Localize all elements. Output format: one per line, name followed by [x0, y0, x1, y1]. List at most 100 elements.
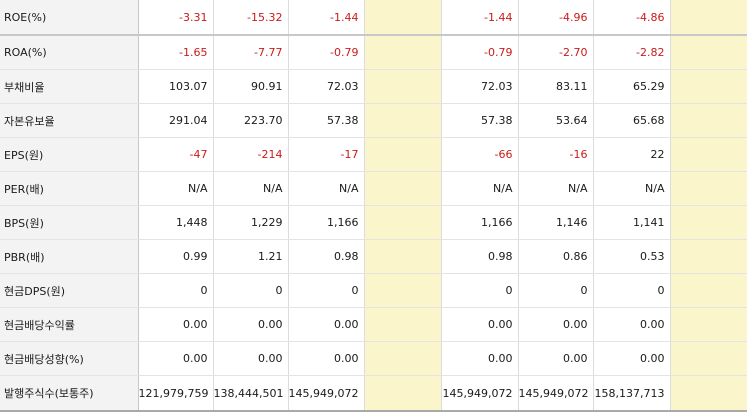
value-cell: 72.03 — [288, 69, 365, 104]
value-cell: -4.96 — [518, 0, 594, 36]
value-cell: 291.04 — [138, 103, 214, 138]
value-cell: N/A — [138, 171, 214, 206]
value-cell: 0.00 — [288, 307, 365, 342]
value-cell: -17 — [288, 137, 365, 172]
value-cell: -15.32 — [213, 0, 289, 36]
table-row: 현금배당성향(%) 0.00 0.00 0.00 0.00 0.00 0.00 — [0, 341, 747, 376]
value-cell: -1.65 — [138, 35, 214, 70]
table-row: BPS(원) 1,448 1,229 1,166 1,166 1,146 1,141 — [0, 205, 747, 240]
value-cell: 0.53 — [593, 239, 671, 274]
value-cell: 1,166 — [288, 205, 365, 240]
value-cell: 83.11 — [518, 69, 594, 104]
value-cell: 0 — [213, 273, 289, 308]
value-cell: -16 — [518, 137, 594, 172]
value-cell: -2.70 — [518, 35, 594, 70]
value-cell: -7.77 — [213, 35, 289, 70]
value-cell: 0.98 — [288, 239, 365, 274]
value-cell: 0.00 — [593, 307, 671, 342]
table-row: ROE(%) -3.31 -15.32 -1.44 -1.44 -4.96 -4.86 — [0, 0, 747, 36]
table-row: 발행주식수(보통주) 121,979,759 138,444,501 145,949,… — [0, 375, 747, 412]
table-row: 현금배당수익률 0.00 0.00 0.00 0.00 0.00 0.00 — [0, 307, 747, 342]
highlight-cell — [669, 307, 747, 342]
highlight-cell — [669, 375, 747, 412]
value-cell: 223.70 — [213, 103, 289, 138]
row-label: 자본유보율 — [0, 103, 139, 138]
value-cell: 145,949,072 — [441, 375, 519, 412]
table-row: 부채비율 103.07 90.91 72.03 72.03 83.11 65.29 — [0, 69, 747, 104]
value-cell: 103.07 — [138, 69, 214, 104]
table-row: PBR(배) 0.99 1.21 0.98 0.98 0.86 0.53 — [0, 239, 747, 274]
highlight-cell — [669, 0, 747, 36]
row-label: EPS(원) — [0, 137, 139, 172]
table-row: 자본유보율 291.04 223.70 57.38 57.38 53.64 65.68 — [0, 103, 747, 138]
value-cell: 138,444,501 — [213, 375, 289, 412]
value-cell: -47 — [138, 137, 214, 172]
value-cell: N/A — [518, 171, 594, 206]
highlight-cell — [363, 273, 442, 308]
value-cell: 0 — [518, 273, 594, 308]
value-cell: 72.03 — [441, 69, 519, 104]
value-cell: 0.00 — [288, 341, 365, 376]
value-cell: 57.38 — [441, 103, 519, 138]
highlight-cell — [363, 0, 442, 36]
row-label: 현금배당성향(%) — [0, 341, 139, 376]
row-label: ROE(%) — [0, 0, 139, 36]
value-cell: 1,229 — [213, 205, 289, 240]
row-label: BPS(원) — [0, 205, 139, 240]
value-cell: 0.98 — [441, 239, 519, 274]
value-cell: 53.64 — [518, 103, 594, 138]
value-cell: 0 — [593, 273, 671, 308]
row-label: 현금배당수익률 — [0, 307, 139, 342]
value-cell: 0.00 — [518, 341, 594, 376]
value-cell: -3.31 — [138, 0, 214, 36]
value-cell: 0.99 — [138, 239, 214, 274]
value-cell: 0.00 — [441, 341, 519, 376]
value-cell: 65.29 — [593, 69, 671, 104]
value-cell: 158,137,713 — [593, 375, 671, 412]
value-cell: -1.44 — [441, 0, 519, 36]
value-cell: 145,949,072 — [288, 375, 365, 412]
highlight-cell — [363, 239, 442, 274]
highlight-cell — [669, 35, 747, 70]
value-cell: N/A — [593, 171, 671, 206]
row-label: 발행주식수(보통주) — [0, 375, 139, 412]
row-label: PER(배) — [0, 171, 139, 206]
row-label: PBR(배) — [0, 239, 139, 274]
value-cell: 0.00 — [213, 307, 289, 342]
table-row: EPS(원) -47 -214 -17 -66 -16 22 — [0, 137, 747, 172]
row-label: ROA(%) — [0, 35, 139, 70]
value-cell: -214 — [213, 137, 289, 172]
highlight-cell — [669, 239, 747, 274]
highlight-cell — [669, 341, 747, 376]
highlight-cell — [363, 341, 442, 376]
highlight-cell — [363, 137, 442, 172]
value-cell: 65.68 — [593, 103, 671, 138]
highlight-cell — [363, 69, 442, 104]
value-cell: 57.38 — [288, 103, 365, 138]
value-cell: 22 — [593, 137, 671, 172]
highlight-cell — [363, 307, 442, 342]
value-cell: N/A — [441, 171, 519, 206]
table-row: 현금DPS(원) 0 0 0 0 0 0 — [0, 273, 747, 308]
value-cell: N/A — [213, 171, 289, 206]
value-cell: 0.86 — [518, 239, 594, 274]
value-cell: 0.00 — [138, 341, 214, 376]
value-cell: 90.91 — [213, 69, 289, 104]
value-cell: 0.00 — [213, 341, 289, 376]
table-row: ROA(%) -1.65 -7.77 -0.79 -0.79 -2.70 -2.82 — [0, 35, 747, 70]
value-cell: 1,146 — [518, 205, 594, 240]
value-cell: -2.82 — [593, 35, 671, 70]
row-label: 현금DPS(원) — [0, 273, 139, 308]
highlight-cell — [363, 205, 442, 240]
highlight-cell — [669, 171, 747, 206]
highlight-cell — [669, 137, 747, 172]
value-cell: 0.00 — [518, 307, 594, 342]
value-cell: 121,979,759 — [138, 375, 214, 412]
highlight-cell — [669, 69, 747, 104]
highlight-cell — [669, 103, 747, 138]
value-cell: 0 — [441, 273, 519, 308]
value-cell: 0 — [138, 273, 214, 308]
value-cell: 0.00 — [441, 307, 519, 342]
